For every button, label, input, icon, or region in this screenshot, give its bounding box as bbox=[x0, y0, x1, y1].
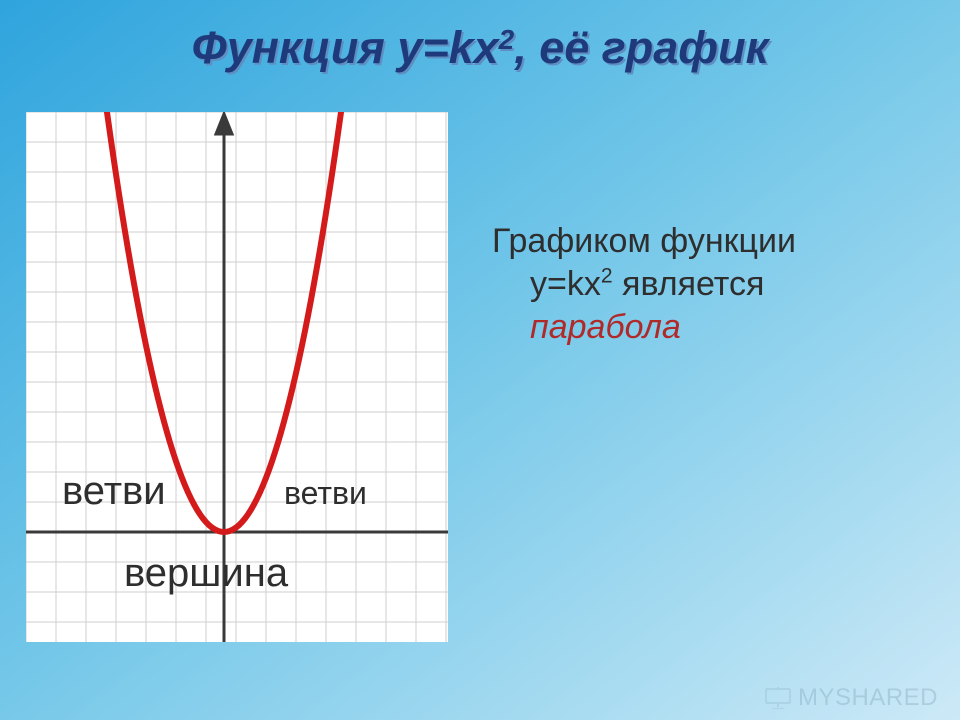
graph-panel: ветви ветви вершина bbox=[26, 112, 448, 642]
vertex-label: вершина bbox=[124, 551, 289, 595]
watermark: MYSHARED bbox=[764, 684, 938, 712]
slide-title: Функция y=kx2, её график bbox=[0, 22, 960, 74]
presentation-icon bbox=[764, 687, 792, 709]
graph-svg: ветви ветви вершина bbox=[26, 112, 448, 642]
body-text: Графиком функции y=kx2 является парабола bbox=[492, 220, 922, 348]
highlight-word: парабола bbox=[530, 308, 681, 346]
body-line2-prefix: y=kx bbox=[530, 265, 601, 303]
title-prefix: Функция y=kx bbox=[192, 22, 499, 73]
watermark-prefix: MY bbox=[798, 684, 835, 711]
body-line2-suffix: является bbox=[613, 265, 765, 303]
watermark-suffix: SHARED bbox=[835, 684, 938, 711]
body-line2-sup: 2 bbox=[601, 265, 613, 288]
branch-left: ветви bbox=[62, 469, 166, 513]
body-highlight: парабола bbox=[492, 306, 922, 349]
title-suffix: , её график bbox=[514, 22, 768, 73]
body-line1: Графиком функции bbox=[492, 220, 922, 263]
body-line2: y=kx2 является bbox=[492, 263, 922, 306]
branch-right: ветви bbox=[284, 475, 367, 511]
title-sup: 2 bbox=[499, 24, 515, 55]
